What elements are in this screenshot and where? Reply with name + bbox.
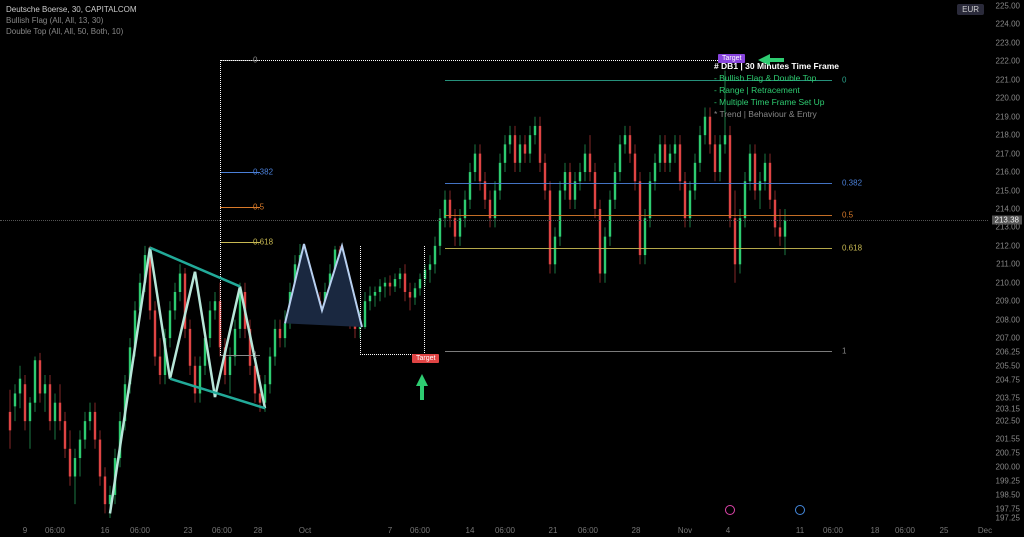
y-tick: 212.00 bbox=[988, 241, 1020, 250]
fib-label: 0 bbox=[253, 55, 257, 64]
pattern-overlay bbox=[0, 0, 1024, 537]
y-tick: 200.75 bbox=[988, 449, 1020, 458]
y-tick: 221.00 bbox=[988, 75, 1020, 84]
target-down: Target bbox=[412, 354, 439, 363]
fib-retracement-label: 0.5 bbox=[842, 211, 853, 220]
y-tick: 216.00 bbox=[988, 168, 1020, 177]
annotation-line: * Trend | Behaviour & Entry bbox=[714, 108, 839, 120]
chart-header: Deutsche Boerse, 30, CAPITALCOM Bullish … bbox=[6, 4, 137, 37]
last-price-badge: 213.38 bbox=[992, 216, 1022, 225]
y-tick: 215.00 bbox=[988, 186, 1020, 195]
y-tick: 217.00 bbox=[988, 149, 1020, 158]
y-tick: 203.15 bbox=[988, 405, 1020, 414]
fib-retracement-label: 0.382 bbox=[842, 179, 862, 188]
y-tick: 220.00 bbox=[988, 94, 1020, 103]
y-tick: 203.75 bbox=[988, 394, 1020, 403]
y-tick: 197.75 bbox=[988, 504, 1020, 513]
y-tick: 211.00 bbox=[988, 260, 1020, 269]
y-tick: 208.00 bbox=[988, 315, 1020, 324]
fib-retracement-label: 0.618 bbox=[842, 243, 862, 252]
y-tick: 207.00 bbox=[988, 334, 1020, 343]
indicator-label-2[interactable]: Double Top (All, All, 50, Both, 10) bbox=[6, 26, 137, 37]
y-tick: 205.50 bbox=[988, 361, 1020, 370]
annotation-line: - Bullish Flag & Double Top bbox=[714, 72, 839, 84]
y-tick: 224.00 bbox=[988, 20, 1020, 29]
y-tick: 200.00 bbox=[988, 463, 1020, 472]
y-tick: 201.55 bbox=[988, 434, 1020, 443]
fib-label: 0.382 bbox=[253, 168, 273, 177]
y-tick: 210.00 bbox=[988, 278, 1020, 287]
fib-label: 1 bbox=[253, 350, 257, 359]
symbol-title[interactable]: Deutsche Boerse, 30, CAPITALCOM bbox=[6, 4, 137, 15]
fib-label: 0.5 bbox=[253, 203, 264, 212]
annotation-line: - Range | Retracement bbox=[714, 84, 839, 96]
y-tick: 219.00 bbox=[988, 112, 1020, 121]
y-axis[interactable]: 225.00 224.00 223.00 222.00 221.00 220.00 219.… bbox=[988, 0, 1020, 517]
fib-retracement-label: 1 bbox=[842, 347, 846, 356]
y-tick: 218.00 bbox=[988, 131, 1020, 140]
y-tick: 202.50 bbox=[988, 417, 1020, 426]
annotation-text: # DB1 | 30 Minutes Time Frame - Bullish … bbox=[714, 60, 839, 120]
y-tick: 198.50 bbox=[988, 490, 1020, 499]
y-tick: 197.25 bbox=[988, 514, 1020, 523]
y-tick: 222.00 bbox=[988, 57, 1020, 66]
y-tick: 223.00 bbox=[988, 38, 1020, 47]
fib-retracement-label: 0 bbox=[842, 75, 846, 84]
indicator-marker-icon[interactable] bbox=[795, 505, 805, 515]
y-tick: 209.00 bbox=[988, 297, 1020, 306]
currency-badge[interactable]: EUR bbox=[957, 4, 984, 15]
annotation-line: - Multiple Time Frame Set Up bbox=[714, 96, 839, 108]
y-tick: 225.00 bbox=[988, 2, 1020, 11]
y-tick: 199.25 bbox=[988, 477, 1020, 486]
fib-label: 0.618 bbox=[253, 238, 273, 247]
y-tick: 206.25 bbox=[988, 347, 1020, 356]
arrow-target-down bbox=[416, 374, 428, 386]
y-tick: 204.75 bbox=[988, 375, 1020, 384]
y-tick: 214.00 bbox=[988, 204, 1020, 213]
chart-container: Deutsche Boerse, 30, CAPITALCOM Bullish … bbox=[0, 0, 1024, 537]
annotation-title: # DB1 | 30 Minutes Time Frame bbox=[714, 60, 839, 72]
arrow-target-down-stem bbox=[420, 386, 424, 400]
indicator-marker-icon[interactable] bbox=[725, 505, 735, 515]
indicator-label-1[interactable]: Bullish Flag (All, All, 13, 30) bbox=[6, 15, 137, 26]
